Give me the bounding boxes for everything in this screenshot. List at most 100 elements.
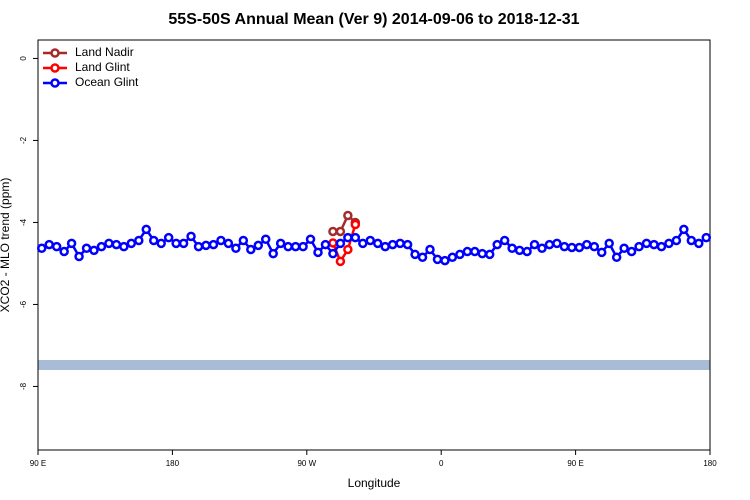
data-point	[686, 235, 697, 246]
legend-label: Land Nadir	[75, 45, 134, 59]
data-point	[350, 219, 361, 230]
data-point	[626, 246, 637, 257]
data-point	[567, 242, 577, 253]
legend-marker	[50, 63, 60, 73]
data-point	[59, 246, 69, 257]
data-point	[89, 245, 99, 256]
data-point	[641, 238, 652, 249]
data-point	[664, 238, 674, 249]
plot-frame	[37, 39, 711, 451]
data-point	[343, 210, 353, 221]
data-point	[694, 238, 704, 249]
data-point	[74, 251, 84, 262]
data-point	[223, 238, 234, 249]
data-point	[440, 255, 450, 266]
chart-title: 55S-50S Annual Mean (Ver 9) 2014-09-06 t…	[168, 11, 579, 28]
y-axis-label: XCO2 - MLO trend (ppm)	[0, 178, 12, 313]
data-point	[470, 246, 480, 257]
data-point	[410, 249, 420, 260]
data-point	[216, 235, 226, 246]
data-point	[477, 248, 488, 259]
x-tick-label: 90 W	[297, 459, 316, 468]
data-point	[574, 242, 585, 253]
data-point	[193, 241, 204, 252]
data-point	[96, 241, 107, 252]
data-point	[313, 247, 323, 258]
y-tick-label: 0	[19, 56, 28, 61]
legend-marker	[50, 78, 60, 88]
data-point	[372, 238, 383, 249]
map-strip	[38, 360, 710, 370]
data-point	[552, 238, 562, 249]
x-axis-label: Longitude	[348, 476, 401, 490]
data-point	[36, 243, 47, 254]
data-point	[582, 239, 592, 250]
data-point	[126, 238, 137, 249]
data-point	[66, 238, 77, 249]
data-point	[328, 238, 338, 248]
y-tick-label: -8	[19, 382, 28, 390]
data-point	[656, 241, 667, 252]
data-point	[320, 239, 331, 250]
data-point	[335, 238, 346, 249]
data-point	[186, 231, 196, 242]
data-point	[432, 254, 443, 265]
data-point	[238, 235, 249, 246]
data-point	[425, 244, 435, 255]
data-point	[51, 241, 62, 252]
data-point	[522, 246, 532, 257]
data-point	[447, 252, 458, 263]
legend-label: Land Glint	[75, 60, 130, 74]
data-point	[507, 243, 517, 254]
y-tick-label: -6	[19, 300, 28, 308]
data-point	[178, 238, 189, 249]
data-point	[649, 239, 659, 250]
data-point	[462, 246, 473, 257]
x-tick-label: 0	[439, 459, 444, 468]
data-point	[134, 235, 144, 246]
data-point	[350, 232, 361, 243]
data-point	[484, 249, 495, 260]
x-tick-label: 90 E	[567, 459, 583, 468]
data-point	[619, 243, 629, 254]
data-point	[402, 239, 413, 250]
data-point	[111, 239, 122, 250]
data-point	[380, 241, 390, 252]
data-point	[163, 232, 174, 243]
data-point	[343, 232, 353, 243]
data-point	[148, 235, 159, 246]
data-point	[387, 239, 398, 250]
data-point	[343, 244, 353, 255]
data-point	[529, 239, 540, 250]
data-point	[544, 239, 555, 250]
data-point	[253, 240, 264, 251]
data-point	[417, 252, 428, 263]
data-point	[455, 249, 465, 260]
data-point	[701, 232, 712, 243]
data-point	[141, 224, 152, 235]
legend-marker	[50, 48, 60, 58]
legend-label: Ocean Glint	[75, 75, 139, 89]
data-point	[171, 238, 181, 249]
data-point	[156, 238, 166, 249]
data-point	[231, 243, 241, 254]
data-point	[499, 235, 510, 246]
data-point	[260, 234, 271, 245]
data-point	[246, 244, 256, 255]
data-point	[335, 226, 346, 237]
data-point	[290, 241, 301, 252]
data-point	[596, 247, 607, 258]
data-point	[298, 241, 308, 252]
data-point	[604, 238, 614, 249]
data-point	[679, 224, 689, 235]
x-tick-label: 180	[703, 459, 717, 468]
data-point	[365, 235, 376, 246]
data-point	[328, 248, 338, 259]
data-point	[328, 226, 338, 237]
data-point	[119, 241, 129, 252]
data-point	[104, 238, 114, 249]
data-point	[81, 243, 92, 254]
data-point	[275, 238, 286, 249]
data-point	[559, 241, 570, 252]
